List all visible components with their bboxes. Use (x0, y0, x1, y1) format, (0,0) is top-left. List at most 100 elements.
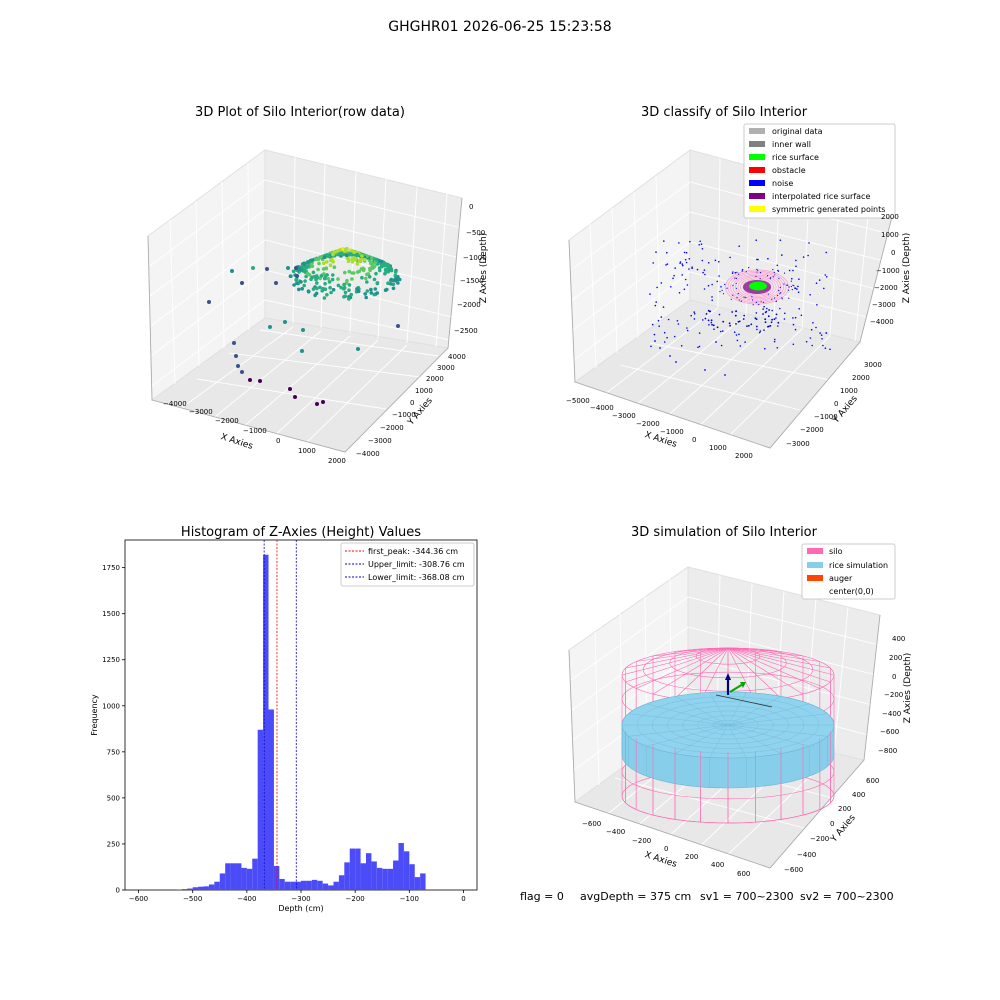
noise-point (716, 326, 719, 329)
noise-point (764, 321, 767, 324)
legend-label: auger (829, 574, 853, 583)
raw-data-point (347, 288, 351, 293)
noise-point (726, 287, 728, 289)
noise-point (824, 347, 827, 350)
auger-arrow-head (725, 673, 731, 680)
sim-x-tick: 0 (664, 845, 668, 853)
rice-mesh-line (646, 724, 729, 747)
sim-y-tick: −400 (797, 851, 816, 859)
noise-point (755, 275, 757, 277)
histogram-reference-lines (263, 540, 297, 890)
noise-point (686, 327, 688, 329)
noise-point (684, 278, 687, 281)
raw-data-point (375, 291, 380, 295)
raw-data-point (350, 277, 354, 281)
raw-data-point (298, 267, 302, 271)
silo-bottom-front (621, 795, 835, 824)
raw-data-point (367, 275, 372, 279)
raw-data-point (315, 286, 319, 291)
noise-point (787, 289, 790, 291)
noise-point (771, 298, 773, 300)
sim-z-tick: −200 (884, 691, 903, 699)
noise-point (686, 329, 689, 332)
noise-point (772, 276, 774, 278)
silo-roof-wire (652, 647, 729, 695)
legend-label: original data (772, 127, 823, 136)
noise-point (764, 318, 767, 321)
rice-mesh-line (727, 703, 810, 726)
rice-mesh-line (674, 696, 729, 726)
raw-data-point (315, 281, 319, 285)
noise-point (734, 271, 737, 274)
rice-mesh-line (646, 703, 729, 726)
raw-data-point (369, 291, 374, 295)
noise-point (735, 287, 738, 289)
sim-z-tick: 200 (889, 654, 902, 662)
symmetric-ring (737, 276, 777, 298)
noise-point (755, 301, 757, 303)
noise-point (683, 288, 686, 291)
noise-point (711, 323, 713, 326)
noise-point (777, 325, 779, 327)
raw-data-point (258, 379, 262, 383)
noise-point (763, 305, 765, 308)
legend-entry-rice-simulation: rice simulation (807, 561, 888, 570)
raw-data-point (345, 253, 349, 258)
legend-label: obstacle (772, 166, 806, 175)
noise-point (715, 341, 717, 343)
noise-point (672, 277, 674, 280)
raw-data-point (295, 274, 299, 278)
status-sv2: sv2 = 700~2300 (800, 890, 894, 903)
noise-point (775, 313, 778, 316)
noise-point (657, 319, 660, 322)
sim-y-tick: −200 (810, 835, 829, 843)
noise-point (792, 284, 794, 286)
noise-point (825, 251, 827, 254)
raw-data-point (378, 268, 382, 273)
raw-data-point (310, 258, 315, 262)
histogram-plot-area (124, 539, 478, 891)
y-tick-label: 250 (107, 840, 120, 848)
raw-data-point (355, 262, 360, 266)
classify-x-tick: 0 (692, 436, 696, 444)
raw-data-point (306, 289, 311, 294)
raw-data-point (350, 260, 355, 264)
noise-point (781, 298, 783, 300)
raw-data-point (389, 282, 393, 286)
noise-point (800, 314, 803, 317)
raw-data-point (356, 347, 360, 351)
noise-point (769, 324, 772, 327)
rice-mesh-line (727, 724, 828, 737)
raw-y-tick: −1000 (392, 411, 416, 419)
silo-roof-wire (636, 647, 729, 689)
y-tick-label: 1250 (102, 656, 120, 664)
noise-point (757, 269, 759, 271)
raw-data-point (306, 264, 311, 268)
noise-point (766, 307, 768, 310)
noise-point (734, 277, 736, 279)
raw-data-point (288, 274, 293, 279)
raw-data-point (331, 287, 336, 292)
legend-entry-first-peak: first_peak: -344.36 cm (345, 547, 458, 556)
noise-point (735, 277, 738, 279)
raw-data-point (315, 402, 319, 406)
noise-point (707, 309, 710, 312)
noise-point (684, 258, 687, 261)
histogram-bar (192, 887, 199, 890)
noise-point (655, 251, 657, 253)
noise-point (719, 330, 722, 333)
classify-z-tick: −1000 (876, 267, 900, 275)
rice-mesh-line (674, 724, 729, 754)
noise-point (707, 319, 710, 322)
raw-data-point (342, 295, 346, 299)
histogram-bar (371, 861, 377, 890)
raw-plot-panes (147, 149, 463, 453)
raw-data-point (356, 289, 361, 294)
histogram-bar (317, 880, 323, 890)
raw-data-point (336, 277, 340, 281)
noise-point (748, 267, 750, 269)
rice-mesh-line (628, 724, 729, 737)
raw-data-point (265, 267, 269, 271)
silo-roof-wire (727, 647, 804, 657)
noise-point (681, 274, 683, 276)
